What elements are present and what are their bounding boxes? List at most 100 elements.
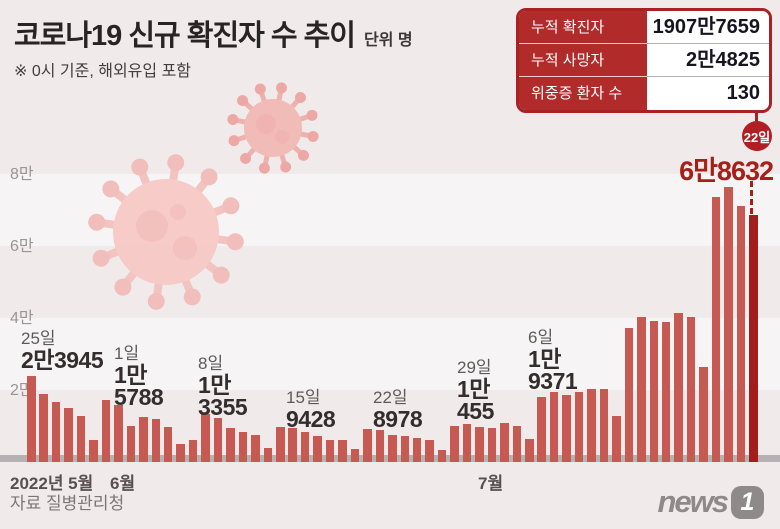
bar-7.7 [562,395,571,462]
bar-5.29 [76,416,86,462]
bar-7.14 [649,321,658,462]
bar-6.23 [388,435,397,462]
bar-6.22 [375,430,385,462]
bar-6.4 [151,419,160,462]
annotation-date: 29일 [457,358,492,377]
bar-7.18 [699,367,708,462]
bar-7.10 [599,389,609,462]
annotation-date: 15일 [286,388,321,407]
annotation-date: 22일 [373,388,408,407]
bar-6.29 [462,424,472,462]
virus-illustration-small [226,81,320,175]
bar-7.16 [674,313,683,462]
stat-label-severe: 위중증 환자 수 [519,77,647,110]
callout-connector-line [755,110,758,123]
stat-value-deaths: 2만4825 [647,44,769,77]
bar-5.28 [64,408,73,462]
bar-6.9 [213,418,223,462]
bar-7.19 [711,197,721,462]
annotation-8일: 8일 1만 3355 [198,354,248,420]
annotation-date: 8일 [198,354,224,373]
unit-label: 단위 명 [363,32,413,49]
annotation-22일: 22일 8978 [373,388,423,432]
source-label: 자료 질병관리청 [10,494,125,513]
annotation-29일: 29일 1만 455 [457,358,494,424]
bar-7.22 [749,215,758,462]
annotation-value: 8978 [373,406,423,432]
annotation-1일: 1일 1만 5788 [114,345,164,410]
annotation-date: 6일 [528,328,554,347]
bar-7.9 [587,389,596,462]
y-tick-80000: 8만 [10,166,34,183]
bar-6.2 [126,426,136,462]
stat-value-severe: 130 [647,77,769,110]
annotation-25일: 25일 2만3945 [21,329,104,373]
annotation-value: 455 [457,398,494,424]
bar-6.3 [139,417,148,462]
annotation-6일: 6일 1만 9371 [528,328,578,393]
bar-7.8 [574,392,584,462]
table-row: 위중증 환자 수 130 [519,77,769,110]
annotation-value: 1만 [528,346,561,372]
bar-6.27 [437,450,447,462]
bar-6.25 [412,438,422,462]
x-month-label: 7월 [478,474,504,493]
bar-7.3 [512,426,522,462]
page-title: 코로나19 신규 확진자 수 추이 단위 명 [14,12,413,54]
annotation-value: 3355 [198,394,248,420]
bar-6.6 [176,444,185,462]
bar-7.17 [686,317,696,462]
y-tick-40000: 4만 [10,310,34,327]
annotation-value: 1만 [198,372,231,398]
bar-6.8 [201,414,210,462]
bar-7.15 [661,322,671,462]
bar-7.2 [500,423,509,462]
bar-7.6 [549,392,559,462]
bar-6.16 [300,432,310,462]
bar-6.30 [475,427,484,462]
title-text: 코로나19 신규 확진자 수 추이 [14,20,356,52]
bar-6.11 [238,432,248,462]
bar-6.28 [450,426,459,462]
annotation-date: 25일 [21,329,56,348]
news1-logo-text: news [657,484,729,519]
news1-logo: news 1 [657,484,764,520]
y-tick-60000: 6만 [10,238,34,255]
bar-6.7 [188,440,198,462]
latest-day-badge: 22일 [742,121,772,151]
annotation-value: 5788 [114,384,164,410]
callout-dashed-line [750,181,753,214]
bar-6.20 [350,449,360,462]
latest-value-label: 6만8632 [679,156,774,186]
bar-6.17 [313,436,322,462]
x-month-label: 6월 [110,474,136,493]
bar-6.14 [276,427,285,462]
bar-5.27 [51,402,61,462]
bar-6.15 [288,428,297,462]
table-row: 누적 확진자 1907만7659 [519,11,769,44]
bar-5.25 [27,376,36,462]
stat-label-confirmed: 누적 확진자 [519,11,647,44]
annotation-value: 2만3945 [21,347,104,373]
bar-6.1 [114,405,123,462]
stat-label-deaths: 누적 사망자 [519,44,647,77]
bar-6.12 [251,435,260,462]
subtitle-note: ※ 0시 기준, 해외유입 포함 [14,63,192,80]
bar-6.18 [325,440,335,462]
x-month-label: 2022년 5월 [10,474,94,493]
bar-7.1 [487,428,497,462]
virus-illustration-large [87,153,245,311]
bar-6.10 [226,428,235,462]
bar-7.12 [624,328,634,462]
annotation-value: 9428 [286,406,336,432]
bar-5.30 [89,440,98,462]
bar-6.24 [400,436,409,462]
bar-6.26 [425,440,434,462]
bar-7.11 [612,416,621,462]
bar-7.5 [537,397,546,462]
news1-logo-badge: 1 [731,485,764,519]
bar-5.26 [39,394,48,462]
bar-5.31 [101,400,111,462]
bar-6.21 [363,429,372,462]
